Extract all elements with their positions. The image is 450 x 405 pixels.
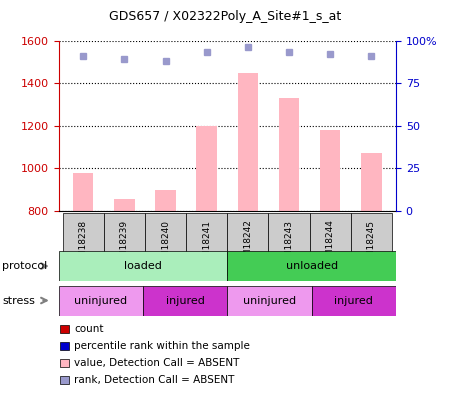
Bar — [279, 98, 299, 211]
Text: GSM18241: GSM18241 — [202, 220, 211, 269]
Bar — [361, 153, 382, 211]
FancyBboxPatch shape — [227, 251, 396, 281]
Text: GSM18239: GSM18239 — [120, 220, 129, 269]
FancyBboxPatch shape — [351, 213, 392, 275]
Text: value, Detection Call = ABSENT: value, Detection Call = ABSENT — [74, 358, 239, 368]
FancyBboxPatch shape — [63, 213, 104, 275]
FancyBboxPatch shape — [310, 213, 351, 275]
Bar — [155, 190, 176, 211]
FancyBboxPatch shape — [145, 213, 186, 275]
Bar — [114, 199, 135, 211]
Text: injured: injured — [166, 296, 204, 306]
Text: count: count — [74, 324, 104, 334]
Bar — [59, 359, 68, 367]
Bar — [238, 73, 258, 211]
Text: uninjured: uninjured — [243, 296, 296, 306]
Text: GSM18242: GSM18242 — [243, 220, 252, 269]
FancyBboxPatch shape — [58, 251, 227, 281]
Text: GSM18244: GSM18244 — [326, 220, 335, 269]
Text: protocol: protocol — [2, 261, 48, 271]
FancyBboxPatch shape — [104, 213, 145, 275]
Text: loaded: loaded — [124, 261, 162, 271]
FancyBboxPatch shape — [58, 286, 143, 316]
Text: injured: injured — [334, 296, 373, 306]
Text: GSM18240: GSM18240 — [161, 220, 170, 269]
FancyBboxPatch shape — [311, 286, 396, 316]
Text: percentile rank within the sample: percentile rank within the sample — [74, 341, 250, 351]
Text: GSM18243: GSM18243 — [284, 220, 293, 269]
FancyBboxPatch shape — [268, 213, 310, 275]
Bar — [59, 376, 68, 384]
FancyBboxPatch shape — [227, 286, 311, 316]
Text: uninjured: uninjured — [74, 296, 127, 306]
Bar — [73, 173, 94, 211]
Bar — [59, 325, 68, 333]
FancyBboxPatch shape — [143, 286, 227, 316]
Text: unloaded: unloaded — [286, 261, 338, 271]
Text: GSM18238: GSM18238 — [79, 220, 88, 269]
Bar — [59, 342, 68, 350]
Bar — [196, 126, 217, 211]
Text: GSM18245: GSM18245 — [367, 220, 376, 269]
FancyBboxPatch shape — [227, 213, 268, 275]
FancyBboxPatch shape — [186, 213, 227, 275]
Bar — [320, 130, 341, 211]
Text: stress: stress — [2, 296, 35, 306]
Text: GDS657 / X02322Poly_A_Site#1_s_at: GDS657 / X02322Poly_A_Site#1_s_at — [109, 10, 341, 23]
Text: rank, Detection Call = ABSENT: rank, Detection Call = ABSENT — [74, 375, 234, 385]
